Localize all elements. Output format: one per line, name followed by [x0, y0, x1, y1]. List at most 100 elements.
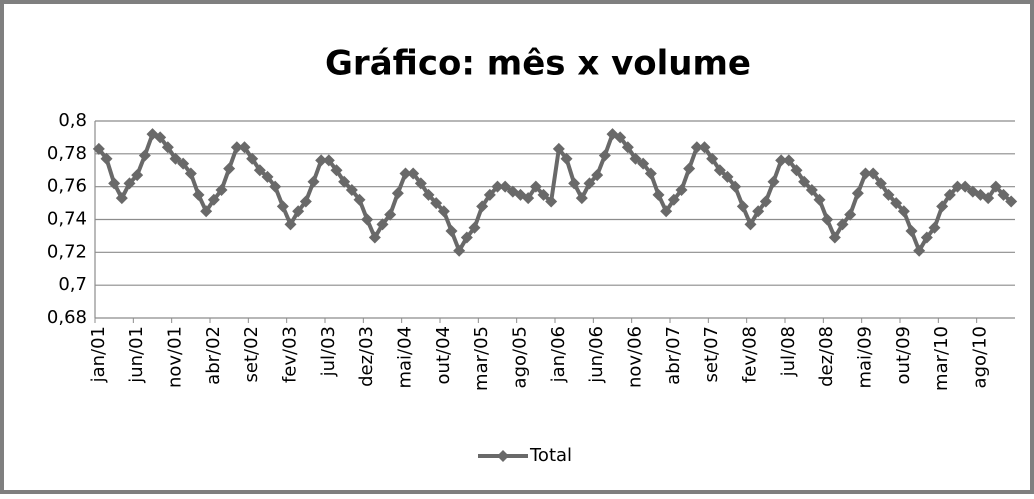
x-tick-label: jun/06: [586, 326, 607, 384]
data-marker: [169, 152, 182, 165]
data-marker: [805, 183, 818, 196]
data-marker: [292, 205, 305, 218]
data-marker: [982, 192, 995, 205]
y-tick-label: 0,78: [47, 143, 87, 164]
x-tick-label: mai/09: [855, 326, 876, 389]
legend-label: Total: [529, 445, 572, 466]
data-marker: [813, 193, 826, 206]
y-tick-label: 0,76: [47, 176, 87, 197]
data-marker: [391, 187, 404, 200]
data-marker: [920, 231, 933, 244]
x-tick-label: nov/06: [625, 326, 646, 388]
y-tick-label: 0,68: [47, 307, 87, 328]
data-marker: [414, 177, 427, 190]
data-marker: [238, 141, 251, 154]
data-marker: [851, 187, 864, 200]
data-marker: [583, 177, 596, 190]
data-marker: [345, 183, 358, 196]
x-tick-label: fev/03: [280, 326, 301, 383]
x-tick-label: abr/02: [203, 326, 224, 385]
data-marker: [215, 183, 228, 196]
data-marker: [322, 154, 335, 167]
data-marker: [698, 141, 711, 154]
y-tick-label: 0,72: [47, 241, 87, 262]
data-marker: [253, 164, 266, 177]
data-marker: [407, 167, 420, 180]
y-tick-label: 0,74: [47, 209, 87, 230]
data-marker: [859, 167, 872, 180]
data-marker: [384, 208, 397, 221]
data-marker: [269, 180, 282, 193]
x-tick-label: jun/01: [126, 326, 147, 384]
data-marker: [798, 175, 811, 188]
data-marker: [928, 221, 941, 234]
x-tick-label: ago/10: [970, 326, 991, 388]
data-marker: [476, 200, 489, 213]
data-marker: [844, 208, 857, 221]
data-marker: [177, 157, 190, 170]
data-marker: [522, 192, 535, 205]
data-marker: [353, 193, 366, 206]
data-marker: [184, 167, 197, 180]
data-marker: [261, 170, 274, 183]
x-tick-label: fev/08: [740, 326, 761, 383]
data-marker: [422, 188, 435, 201]
x-tick-label: set/07: [701, 326, 722, 382]
x-tick-label: ago/05: [510, 326, 531, 388]
y-tick-label: 0,7: [58, 274, 87, 295]
data-marker: [552, 142, 565, 155]
data-marker: [192, 188, 205, 201]
legend-marker: [497, 450, 509, 462]
data-marker: [330, 164, 343, 177]
x-tick-label: nov/01: [165, 326, 186, 388]
data-marker: [667, 193, 680, 206]
x-tick-label: jul/08: [778, 326, 799, 377]
data-marker: [767, 175, 780, 188]
x-tick-label: mai/04: [395, 326, 416, 389]
data-marker: [437, 205, 450, 218]
data-marker: [790, 164, 803, 177]
x-tick-label: mar/05: [471, 326, 492, 391]
data-marker: [629, 152, 642, 165]
data-marker: [997, 188, 1010, 201]
data-marker: [759, 195, 772, 208]
data-marker: [100, 152, 113, 165]
data-marker: [491, 180, 504, 193]
data-marker: [361, 213, 374, 226]
data-marker: [644, 167, 657, 180]
x-tick-label: jan/01: [88, 326, 109, 383]
data-marker: [545, 195, 558, 208]
data-marker: [430, 197, 443, 210]
data-marker: [744, 218, 757, 231]
data-marker: [736, 200, 749, 213]
data-marker: [951, 180, 964, 193]
data-marker: [782, 154, 795, 167]
data-marker: [675, 183, 688, 196]
data-marker: [223, 162, 236, 175]
data-marker: [468, 221, 481, 234]
data-marker: [591, 169, 604, 182]
data-marker: [775, 154, 788, 167]
data-marker: [453, 244, 466, 257]
data-marker: [529, 180, 542, 193]
y-tick-label: 0,8: [58, 110, 87, 131]
data-marker: [1005, 195, 1018, 208]
data-marker: [828, 231, 841, 244]
data-marker: [131, 169, 144, 182]
data-marker: [706, 152, 719, 165]
data-marker: [560, 152, 573, 165]
data-marker: [399, 167, 412, 180]
data-marker: [299, 195, 312, 208]
data-marker: [652, 188, 665, 201]
data-marker: [882, 188, 895, 201]
data-marker: [621, 141, 634, 154]
data-marker: [307, 175, 320, 188]
data-marker: [690, 141, 703, 154]
data-marker: [108, 177, 121, 190]
data-marker: [315, 154, 328, 167]
chart-title: Gráfico: mês x volume: [325, 44, 751, 84]
data-marker: [821, 213, 834, 226]
data-marker: [943, 188, 956, 201]
data-marker: [161, 141, 174, 154]
